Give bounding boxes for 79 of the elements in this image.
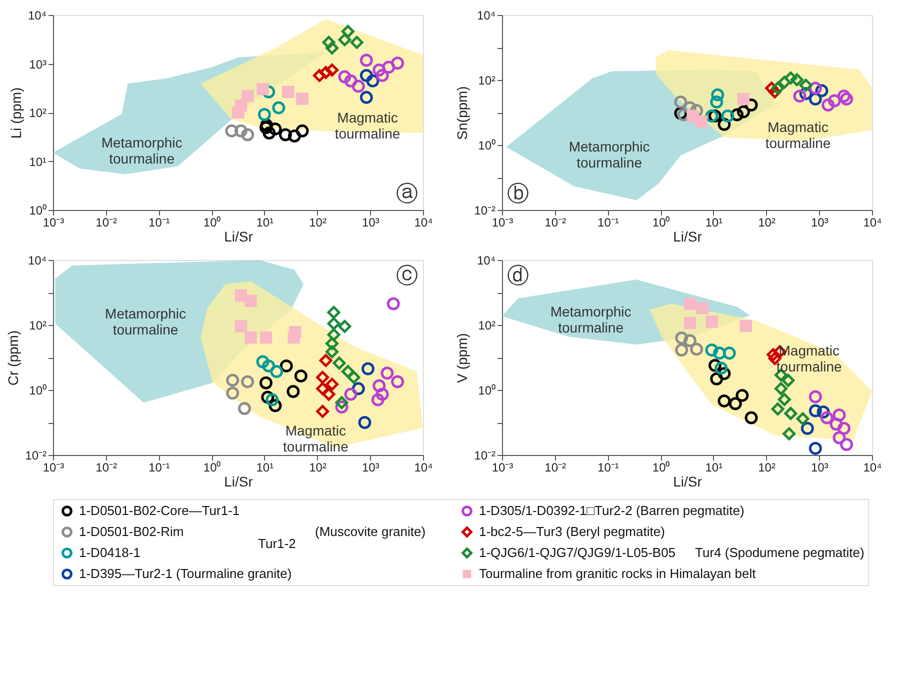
legend-label: 1-D395—Tur2-1 (Tourmaline granite) [79, 566, 292, 581]
y-axis-title: Li (ppm) [8, 87, 24, 139]
x-tick-label: 10⁻² [544, 216, 566, 230]
y-tick-label: 10² [29, 106, 47, 120]
y-tick-label: 10⁰ [29, 204, 46, 218]
x-tick-label: 10¹ [705, 460, 723, 474]
x-tick-label: 10⁰ [203, 216, 221, 230]
x-tick-label: 10⁻¹ [598, 216, 619, 230]
x-axis-title: Li/Sr [673, 228, 702, 244]
y-tick-label: 10¹ [29, 154, 47, 169]
x-tick-label: 10² [758, 216, 776, 230]
y-tick-label: 10⁻² [474, 448, 496, 462]
x-tick-label: 10⁴ [414, 460, 433, 474]
x-tick-label: 10⁻² [96, 216, 118, 230]
x-tick-label: 10⁰ [652, 216, 670, 230]
legend-label: 1-D0501-B02-Rim [79, 524, 184, 539]
legend-label: 1-QJG6/1-QJG7/QJG9/1-L05-B05 [479, 545, 676, 560]
legend-label: 1-D0418-1 [79, 545, 140, 560]
y-tick-label: 10³ [29, 57, 47, 72]
x-tick-label: 10¹ [256, 460, 274, 474]
x-tick-label: 10⁴ [414, 216, 433, 230]
legend-label: 1-D0501-B02-Core—Tur1-1 [79, 503, 240, 518]
y-axis-title: Sn(ppm) [454, 86, 470, 140]
y-tick-label: 10⁴ [476, 8, 496, 22]
x-tick-label: 10⁻³ [42, 216, 64, 230]
y-tick-label: 10⁰ [29, 384, 46, 398]
x-tick-label: 10² [309, 460, 326, 474]
y-axis-title: V (ppm) [454, 333, 470, 383]
y-tick-label: 10⁰ [478, 384, 496, 398]
x-tick-label: 10² [309, 216, 326, 230]
y-tick-label: 10² [478, 318, 496, 332]
x-tick-label: 10⁻² [96, 460, 118, 474]
y-tick-label: 10² [29, 318, 47, 332]
series-label: Metamorphic tourmaline [550, 304, 632, 336]
x-tick-label: 10⁰ [652, 460, 670, 474]
y-tick-label: 10⁻² [474, 204, 496, 218]
series-label: Metamorphic tourmaline [105, 306, 186, 338]
x-tick-label: 10⁻¹ [148, 460, 170, 474]
text: Tur4 (Spodumene pegmatite) [695, 545, 864, 560]
x-tick-label: 10³ [810, 216, 828, 230]
x-tick-label: 10⁰ [203, 460, 221, 474]
y-tick-label: 10² [478, 74, 496, 88]
x-tick-label: 10⁻¹ [148, 216, 170, 230]
legend-label: 1-D305/1-D0392-1□Tur2-2 (Barren pegmatite) [479, 503, 744, 518]
y-tick-label: 10⁴ [28, 8, 46, 22]
x-tick-label: 10⁻³ [492, 216, 514, 230]
x-tick-label: 10² [758, 460, 776, 474]
x-tick-label: 10³ [810, 460, 828, 474]
annotation: ⓑ [507, 182, 529, 207]
annotation: ⓒ [396, 264, 418, 289]
text: Tur1-2 [258, 536, 296, 551]
x-tick-label: 10⁴ [863, 460, 882, 474]
x-tick-label: 10³ [362, 460, 380, 474]
legend-label: Tourmaline from granitic rocks in Himalayan belt [479, 566, 756, 581]
annotation: ⓐ [396, 182, 418, 207]
y-axis-title: Cr (ppm) [5, 330, 22, 386]
x-axis-title: Li/Sr [224, 474, 254, 490]
x-tick-label: 10⁻² [544, 460, 566, 474]
x-tick-label: 10⁴ [863, 216, 882, 230]
x-tick-label: 10⁻³ [492, 460, 514, 474]
y-tick-label: 10⁰ [478, 138, 496, 152]
series-label: Metamorphic tourmaline [101, 134, 182, 167]
x-tick-label: 10⁻³ [42, 460, 64, 474]
x-tick-label: 10¹ [256, 216, 274, 230]
text: (Muscovite granite) [315, 524, 426, 539]
series-label: Magmatic tourmaline [765, 119, 831, 152]
y-tick-label: 10⁴ [28, 254, 46, 268]
series-label: Metamorphic tourmaline [568, 138, 650, 171]
x-axis-title: Li/Sr [224, 228, 254, 244]
x-tick-label: 10⁻¹ [598, 460, 619, 474]
x-tick-label: 10¹ [705, 216, 723, 230]
x-tick-label: 10³ [362, 216, 380, 230]
y-tick-label: 10⁴ [476, 254, 496, 268]
series-label: Magmatic tourmaline [334, 109, 400, 142]
x-axis-title: Li/Sr [673, 474, 702, 490]
series-label: Magmatic tourmaline [283, 422, 349, 455]
annotation: ⓓ [507, 264, 529, 289]
legend-label: 1-bc2-5—Tur3 (Beryl pegmatite) [479, 524, 665, 539]
y-tick-label: 10⁻² [25, 448, 47, 462]
